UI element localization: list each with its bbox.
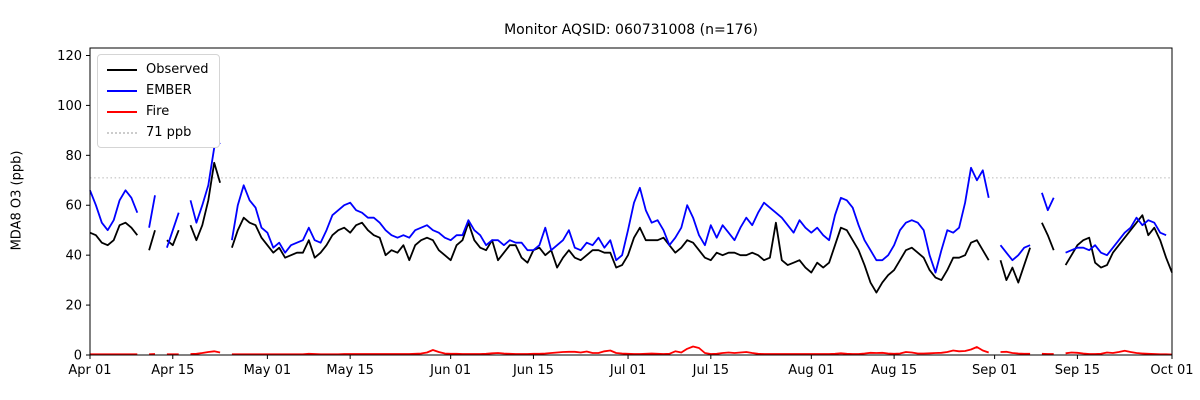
series-line-ember xyxy=(89,142,1167,274)
legend-label-observed: Observed xyxy=(146,62,209,77)
ember-line-sample xyxy=(107,89,137,92)
x-tick-label: Sep 15 xyxy=(1055,363,1100,378)
legend-label-ember: EMBER xyxy=(146,83,192,98)
x-tick-label: Apr 01 xyxy=(68,363,111,378)
legend-item-fire: Fire xyxy=(107,104,209,119)
threshold-line-sample xyxy=(107,131,137,134)
legend-item-observed: Observed xyxy=(107,62,209,77)
fire-line-sample xyxy=(107,110,137,113)
legend-item-threshold: 71 ppb xyxy=(107,125,209,140)
x-tick-label: Apr 15 xyxy=(151,363,194,378)
y-tick-label: 20 xyxy=(65,299,82,314)
legend-item-ember: EMBER xyxy=(107,83,209,98)
legend: Observed EMBER Fire 71 ppb xyxy=(97,54,220,148)
x-tick-label: Jun 01 xyxy=(429,363,471,378)
legend-label-fire: Fire xyxy=(146,104,170,119)
plot-border xyxy=(89,47,1173,356)
series-line-observed xyxy=(89,161,1173,294)
x-tick-label: May 15 xyxy=(326,363,374,378)
x-tick-label: Jul 15 xyxy=(692,363,729,378)
chart-title: Monitor AQSID: 060731008 (n=176) xyxy=(504,22,758,38)
y-tick-label: 80 xyxy=(65,149,82,164)
observed-line-sample xyxy=(107,68,137,71)
series-line-fire xyxy=(90,345,1173,356)
y-tick-label: 60 xyxy=(65,199,82,214)
y-tick-label: 100 xyxy=(57,99,82,114)
y-tick-label: 40 xyxy=(65,249,82,264)
x-tick-label: Sep 01 xyxy=(972,363,1017,378)
x-tick-label: Aug 01 xyxy=(788,363,834,378)
x-tick-label: Aug 15 xyxy=(871,363,917,378)
x-tick-label: Oct 01 xyxy=(1150,363,1193,378)
x-tick-label: May 01 xyxy=(244,363,292,378)
legend-label-threshold: 71 ppb xyxy=(146,125,192,140)
y-tick-label: 120 xyxy=(57,49,82,64)
x-tick-label: Jun 15 xyxy=(512,363,554,378)
x-tick-label: Jul 01 xyxy=(609,363,646,378)
y-tick-label: 0 xyxy=(74,349,82,364)
